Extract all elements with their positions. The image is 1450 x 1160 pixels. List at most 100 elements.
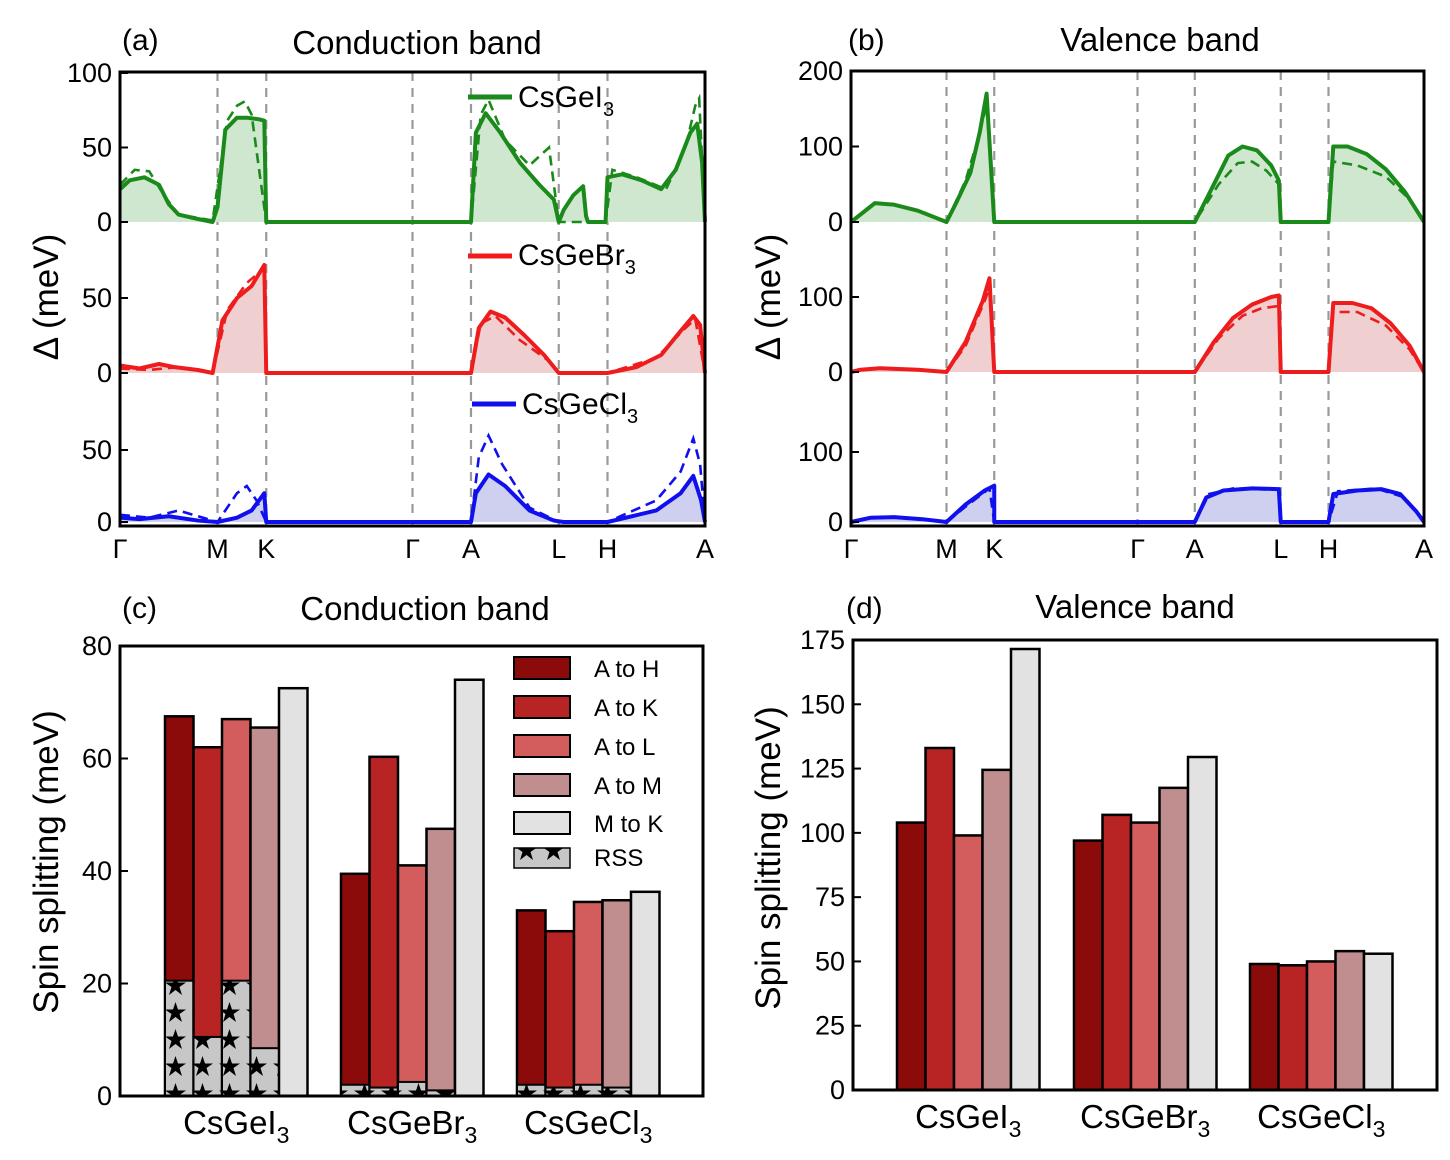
- a-csgecl3-ytick-50: 50: [82, 435, 112, 465]
- d-ytick-75: 75: [815, 882, 845, 912]
- c-rss-csgecl3-a-to-l: [573, 1083, 604, 1097]
- c-ytick-80: 80: [82, 631, 112, 661]
- c-ytick-0: 0: [97, 1081, 112, 1111]
- b-xtick-4: A: [1186, 534, 1204, 564]
- d-bar-csgei3-a-to-k: [924, 746, 956, 1092]
- legend-swatch-a-to-k: [513, 695, 571, 719]
- d-ytick-125: 125: [800, 754, 845, 784]
- legend-label-a-to-h: A to H: [594, 656, 659, 683]
- d-ytick-50: 50: [815, 946, 845, 976]
- d-bar-csgebr3-a-to-m: [1158, 786, 1190, 1092]
- d-bar-csgei3-a-to-m: [981, 768, 1013, 1092]
- c-rss-csgecl3-a-to-h: [516, 1083, 547, 1097]
- legend-label-rss: RSS: [594, 845, 643, 872]
- legend-swatch-a-to-h: [513, 656, 571, 680]
- a-csgei3-ytick-0: 0: [97, 207, 112, 237]
- b-xtick-1: M: [935, 534, 958, 564]
- a-xtick-3: Γ: [405, 534, 420, 564]
- c-rss-csgei3-a-to-l: [221, 979, 252, 1097]
- legend-label-a-to-m: A to M: [594, 773, 662, 800]
- a-csgebr3-ytick-50: 50: [82, 283, 112, 313]
- c-bar-csgecl3-a-to-h: [515, 909, 547, 1098]
- d-ytick-25: 25: [815, 1011, 845, 1041]
- c-rss-csgei3-a-to-k: [192, 1035, 223, 1097]
- c-rss-csgei3-a-to-h: [164, 979, 195, 1097]
- c-xtick-csgei3: CsGeI3: [183, 1104, 289, 1148]
- d-bar-csgecl3-a-to-l: [1305, 960, 1337, 1092]
- b-xtick-7: A: [1415, 534, 1433, 564]
- panel-c-label: (c): [122, 592, 157, 625]
- legend-swatch-a-to-l: [513, 734, 571, 758]
- b-xtick-2: K: [985, 534, 1003, 564]
- b-frame: [849, 69, 1426, 528]
- a-xtick-2: K: [257, 534, 275, 564]
- panel-c-ylabel: Spin splitting (meV): [27, 710, 66, 1013]
- a-csgebr3-ytick-0: 0: [97, 358, 112, 388]
- b-csgei3-ytick-200: 200: [798, 56, 843, 86]
- a-frame: [118, 70, 707, 528]
- panel-a-ylabel: Δ (meV): [27, 234, 66, 360]
- c-bar-csgei3-a-to-m: [249, 726, 281, 1098]
- a-csgecl3-area: [120, 474, 705, 522]
- a-xtick-6: H: [598, 534, 618, 564]
- c-bar-csgebr3-a-to-m: [425, 827, 457, 1098]
- panel-a-label: (a): [122, 24, 159, 57]
- legend-swatch-rss: [513, 847, 571, 869]
- a-csgecl3-solid-line: [119, 472, 707, 524]
- d-bar-csgei3-a-to-h: [895, 821, 927, 1092]
- panel-d-title: Valence band: [1035, 588, 1234, 625]
- a-xtick-0: Γ: [113, 534, 128, 564]
- legend-csgebr3: CsGeBr3: [518, 239, 636, 279]
- c-bar-csgecl3-a-to-k: [544, 929, 576, 1098]
- legend-label-a-to-k: A to K: [594, 695, 658, 722]
- b-xtick-0: Γ: [844, 534, 859, 564]
- d-xtick-csgebr3: CsGeBr3: [1080, 1098, 1210, 1142]
- legend-label-m-to-k: M to K: [594, 811, 663, 838]
- c-rss-csgei3-a-to-m: [249, 1047, 280, 1097]
- d-bar-csgecl3-a-to-m: [1334, 949, 1366, 1092]
- legend-swatch-a-to-m: [513, 773, 571, 797]
- c-rss-csgebr3-a-to-l: [397, 1080, 428, 1097]
- panel-b-label: (b): [848, 24, 885, 57]
- legend-csgei3: CsGeI3: [518, 81, 614, 121]
- c-bar-csgecl3-m-to-k: [629, 890, 661, 1098]
- legend-label-a-to-l: A to L: [594, 734, 655, 761]
- b-csgecl3-ytick-0: 0: [828, 507, 843, 537]
- a-csgecl3-dashed-line: [119, 432, 707, 524]
- panel-c-legend: A to H A to K A to L A to M M to K RSS: [513, 656, 663, 872]
- c-bar-csgebr3-a-to-k: [368, 755, 400, 1098]
- c-rss-csgebr3-a-to-h: [340, 1083, 371, 1097]
- b-csgei3-solid-line: [849, 91, 1426, 224]
- d-bar-csgebr3-m-to-k: [1186, 755, 1218, 1092]
- c-ytick-60: 60: [82, 744, 112, 774]
- c-ytick-40: 40: [82, 856, 112, 886]
- c-bar-csgei3-m-to-k: [277, 686, 309, 1098]
- d-bar-csgebr3-a-to-h: [1072, 839, 1104, 1092]
- a-csgei3-dashed-line: [119, 93, 707, 224]
- b-xtick-6: H: [1319, 534, 1339, 564]
- d-ytick-100: 100: [800, 818, 845, 848]
- panel-b-plot: 0 100 200 0 100 0 100 Γ M K Γ A L H A: [798, 56, 1433, 564]
- c-bar-csgecl3-a-to-l: [572, 900, 604, 1098]
- d-ytick-150: 150: [800, 689, 845, 719]
- c-bar-csgebr3-m-to-k: [453, 678, 485, 1098]
- b-csgebr3-ytick-100: 100: [798, 282, 843, 312]
- panel-a-plot: 0 50 100 0 50 0 50 Γ M K Γ A L H A: [67, 58, 714, 564]
- a-csgecl3-ytick-0: 0: [97, 507, 112, 537]
- a-xtick-1: M: [206, 534, 229, 564]
- panel-a: (a) Conduction band Δ (meV) 0 50 100 0 50 0 50…: [27, 24, 714, 564]
- d-bar-csgecl3-m-to-k: [1362, 952, 1394, 1092]
- d-xtick-csgei3: CsGeI3: [915, 1098, 1021, 1142]
- b-csgei3-dashed-line: [945, 104, 1426, 224]
- panel-b-ylabel: Δ (meV): [749, 234, 788, 360]
- b-csgebr3-solid-line: [850, 276, 1426, 374]
- panel-a-title: Conduction band: [292, 24, 542, 61]
- panel-c-plot: 0 20 40 60 80 CsGeI3 CsGeBr3 CsGeCl3: [82, 631, 705, 1148]
- d-bar-csgecl3-a-to-k: [1277, 964, 1309, 1092]
- a-csgei3-ytick-50: 50: [82, 133, 112, 163]
- a-xtick-5: L: [551, 534, 566, 564]
- d-bar-csgebr3-a-to-k: [1101, 813, 1133, 1092]
- b-csgebr3-ytick-0: 0: [828, 357, 843, 387]
- legend-swatch-m-to-k: [513, 811, 571, 835]
